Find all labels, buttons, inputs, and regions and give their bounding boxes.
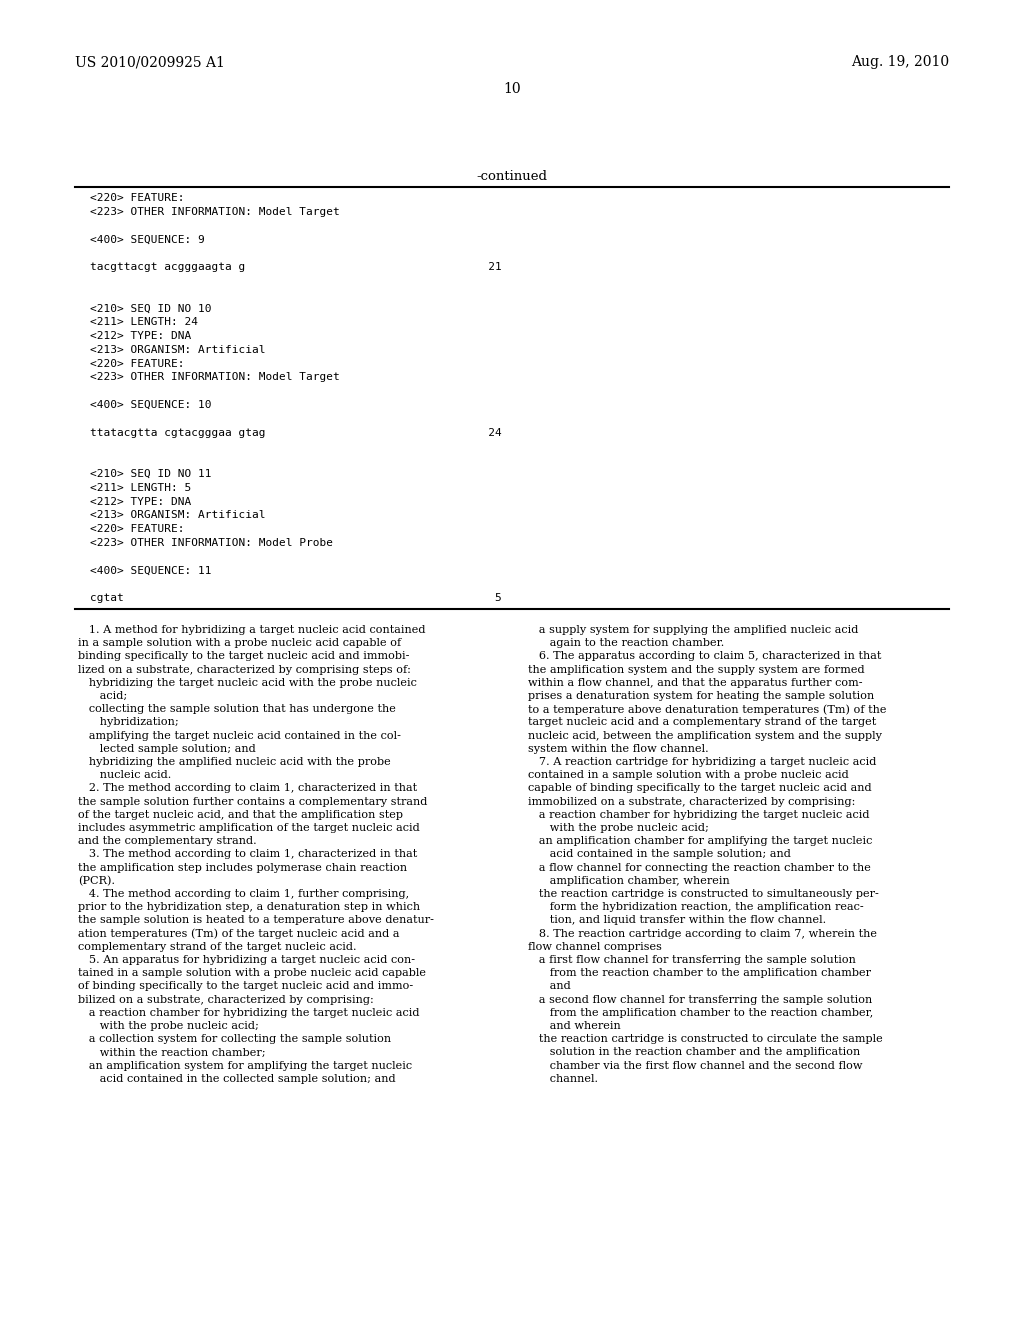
Text: a reaction chamber for hybridizing the target nucleic acid: a reaction chamber for hybridizing the t… <box>528 809 869 820</box>
Text: 8. The reaction cartridge according to claim 7, wherein the: 8. The reaction cartridge according to c… <box>528 928 877 939</box>
Text: <210> SEQ ID NO 10: <210> SEQ ID NO 10 <box>90 304 212 313</box>
Text: contained in a sample solution with a probe nucleic acid: contained in a sample solution with a pr… <box>528 770 849 780</box>
Text: hybridization;: hybridization; <box>78 717 179 727</box>
Text: target nucleic acid and a complementary strand of the target: target nucleic acid and a complementary … <box>528 717 877 727</box>
Text: the amplification system and the supply system are formed: the amplification system and the supply … <box>528 664 864 675</box>
Text: a first flow channel for transferring the sample solution: a first flow channel for transferring th… <box>528 954 856 965</box>
Text: a collection system for collecting the sample solution: a collection system for collecting the s… <box>78 1034 391 1044</box>
Text: <400> SEQUENCE: 9: <400> SEQUENCE: 9 <box>90 235 205 244</box>
Text: cgtat                                                       5: cgtat 5 <box>90 593 502 603</box>
Text: ation temperatures (Tm) of the target nucleic acid and a: ation temperatures (Tm) of the target nu… <box>78 928 399 939</box>
Text: <220> FEATURE:: <220> FEATURE: <box>90 359 184 368</box>
Text: and: and <box>528 981 570 991</box>
Text: nucleic acid.: nucleic acid. <box>78 770 171 780</box>
Text: capable of binding specifically to the target nucleic acid and: capable of binding specifically to the t… <box>528 783 871 793</box>
Text: amplification chamber, wherein: amplification chamber, wherein <box>528 875 730 886</box>
Text: and the complementary strand.: and the complementary strand. <box>78 836 257 846</box>
Text: Aug. 19, 2010: Aug. 19, 2010 <box>851 55 949 69</box>
Text: includes asymmetric amplification of the target nucleic acid: includes asymmetric amplification of the… <box>78 822 420 833</box>
Text: <213> ORGANISM: Artificial: <213> ORGANISM: Artificial <box>90 511 265 520</box>
Text: lected sample solution; and: lected sample solution; and <box>78 743 256 754</box>
Text: an amplification system for amplifying the target nucleic: an amplification system for amplifying t… <box>78 1060 412 1071</box>
Text: tained in a sample solution with a probe nucleic acid capable: tained in a sample solution with a probe… <box>78 968 426 978</box>
Text: within a flow channel, and that the apparatus further com-: within a flow channel, and that the appa… <box>528 677 862 688</box>
Text: <400> SEQUENCE: 10: <400> SEQUENCE: 10 <box>90 400 212 411</box>
Text: lized on a substrate, characterized by comprising steps of:: lized on a substrate, characterized by c… <box>78 664 411 675</box>
Text: a second flow channel for transferring the sample solution: a second flow channel for transferring t… <box>528 994 872 1005</box>
Text: with the probe nucleic acid;: with the probe nucleic acid; <box>528 822 709 833</box>
Text: to a temperature above denaturation temperatures (Tm) of the: to a temperature above denaturation temp… <box>528 704 887 714</box>
Text: 6. The apparatus according to claim 5, characterized in that: 6. The apparatus according to claim 5, c… <box>528 651 882 661</box>
Text: channel.: channel. <box>528 1073 598 1084</box>
Text: hybridizing the target nucleic acid with the probe nucleic: hybridizing the target nucleic acid with… <box>78 677 417 688</box>
Text: -continued: -continued <box>476 170 548 183</box>
Text: <223> OTHER INFORMATION: Model Target: <223> OTHER INFORMATION: Model Target <box>90 372 340 383</box>
Text: system within the flow channel.: system within the flow channel. <box>528 743 709 754</box>
Text: 7. A reaction cartridge for hybridizing a target nucleic acid: 7. A reaction cartridge for hybridizing … <box>528 756 877 767</box>
Text: from the amplification chamber to the reaction chamber,: from the amplification chamber to the re… <box>528 1007 873 1018</box>
Text: 4. The method according to claim 1, further comprising,: 4. The method according to claim 1, furt… <box>78 888 410 899</box>
Text: 3. The method according to claim 1, characterized in that: 3. The method according to claim 1, char… <box>78 849 417 859</box>
Text: acid;: acid; <box>78 690 127 701</box>
Text: (PCR).: (PCR). <box>78 875 115 886</box>
Text: <212> TYPE: DNA: <212> TYPE: DNA <box>90 496 191 507</box>
Text: solution in the reaction chamber and the amplification: solution in the reaction chamber and the… <box>528 1047 860 1057</box>
Text: acid contained in the sample solution; and: acid contained in the sample solution; a… <box>528 849 791 859</box>
Text: of the target nucleic acid, and that the amplification step: of the target nucleic acid, and that the… <box>78 809 403 820</box>
Text: within the reaction chamber;: within the reaction chamber; <box>78 1047 265 1057</box>
Text: chamber via the first flow channel and the second flow: chamber via the first flow channel and t… <box>528 1060 862 1071</box>
Text: 2. The method according to claim 1, characterized in that: 2. The method according to claim 1, char… <box>78 783 417 793</box>
Text: a flow channel for connecting the reaction chamber to the: a flow channel for connecting the reacti… <box>528 862 870 873</box>
Text: ttatacgtta cgtacgggaa gtag                                 24: ttatacgtta cgtacgggaa gtag 24 <box>90 428 502 438</box>
Text: the reaction cartridge is constructed to simultaneously per-: the reaction cartridge is constructed to… <box>528 888 879 899</box>
Text: form the hybridization reaction, the amplification reac-: form the hybridization reaction, the amp… <box>528 902 863 912</box>
Text: with the probe nucleic acid;: with the probe nucleic acid; <box>78 1020 259 1031</box>
Text: US 2010/0209925 A1: US 2010/0209925 A1 <box>75 55 225 69</box>
Text: and wherein: and wherein <box>528 1020 621 1031</box>
Text: the reaction cartridge is constructed to circulate the sample: the reaction cartridge is constructed to… <box>528 1034 883 1044</box>
Text: <213> ORGANISM: Artificial: <213> ORGANISM: Artificial <box>90 345 265 355</box>
Text: nucleic acid, between the amplification system and the supply: nucleic acid, between the amplification … <box>528 730 882 741</box>
Text: the sample solution further contains a complementary strand: the sample solution further contains a c… <box>78 796 427 807</box>
Text: 1. A method for hybridizing a target nucleic acid contained: 1. A method for hybridizing a target nuc… <box>78 624 426 635</box>
Text: complementary strand of the target nucleic acid.: complementary strand of the target nucle… <box>78 941 356 952</box>
Text: <212> TYPE: DNA: <212> TYPE: DNA <box>90 331 191 341</box>
Text: 10: 10 <box>503 82 521 96</box>
Text: prises a denaturation system for heating the sample solution: prises a denaturation system for heating… <box>528 690 874 701</box>
Text: from the reaction chamber to the amplification chamber: from the reaction chamber to the amplifi… <box>528 968 871 978</box>
Text: <220> FEATURE:: <220> FEATURE: <box>90 193 184 203</box>
Text: prior to the hybridization step, a denaturation step in which: prior to the hybridization step, a denat… <box>78 902 420 912</box>
Text: <211> LENGTH: 24: <211> LENGTH: 24 <box>90 317 198 327</box>
Text: <211> LENGTH: 5: <211> LENGTH: 5 <box>90 483 191 492</box>
Text: 5. An apparatus for hybridizing a target nucleic acid con-: 5. An apparatus for hybridizing a target… <box>78 954 415 965</box>
Text: binding specifically to the target nucleic acid and immobi-: binding specifically to the target nucle… <box>78 651 410 661</box>
Text: the amplification step includes polymerase chain reaction: the amplification step includes polymera… <box>78 862 408 873</box>
Text: again to the reaction chamber.: again to the reaction chamber. <box>528 638 724 648</box>
Text: bilized on a substrate, characterized by comprising:: bilized on a substrate, characterized by… <box>78 994 374 1005</box>
Text: acid contained in the collected sample solution; and: acid contained in the collected sample s… <box>78 1073 395 1084</box>
Text: <220> FEATURE:: <220> FEATURE: <box>90 524 184 535</box>
Text: in a sample solution with a probe nucleic acid capable of: in a sample solution with a probe nuclei… <box>78 638 401 648</box>
Text: of binding specifically to the target nucleic acid and immo-: of binding specifically to the target nu… <box>78 981 413 991</box>
Text: flow channel comprises: flow channel comprises <box>528 941 662 952</box>
Text: tacgttacgt acgggaagta g                                    21: tacgttacgt acgggaagta g 21 <box>90 261 502 272</box>
Text: <400> SEQUENCE: 11: <400> SEQUENCE: 11 <box>90 565 212 576</box>
Text: an amplification chamber for amplifying the target nucleic: an amplification chamber for amplifying … <box>528 836 872 846</box>
Text: the sample solution is heated to a temperature above denatur-: the sample solution is heated to a tempe… <box>78 915 434 925</box>
Text: <223> OTHER INFORMATION: Model Probe: <223> OTHER INFORMATION: Model Probe <box>90 539 333 548</box>
Text: <223> OTHER INFORMATION: Model Target: <223> OTHER INFORMATION: Model Target <box>90 207 340 216</box>
Text: a reaction chamber for hybridizing the target nucleic acid: a reaction chamber for hybridizing the t… <box>78 1007 420 1018</box>
Text: tion, and liquid transfer within the flow channel.: tion, and liquid transfer within the flo… <box>528 915 826 925</box>
Text: amplifying the target nucleic acid contained in the col-: amplifying the target nucleic acid conta… <box>78 730 400 741</box>
Text: a supply system for supplying the amplified nucleic acid: a supply system for supplying the amplif… <box>528 624 858 635</box>
Text: collecting the sample solution that has undergone the: collecting the sample solution that has … <box>78 704 396 714</box>
Text: <210> SEQ ID NO 11: <210> SEQ ID NO 11 <box>90 469 212 479</box>
Text: immobilized on a substrate, characterized by comprising:: immobilized on a substrate, characterize… <box>528 796 855 807</box>
Text: hybridizing the amplified nucleic acid with the probe: hybridizing the amplified nucleic acid w… <box>78 756 391 767</box>
